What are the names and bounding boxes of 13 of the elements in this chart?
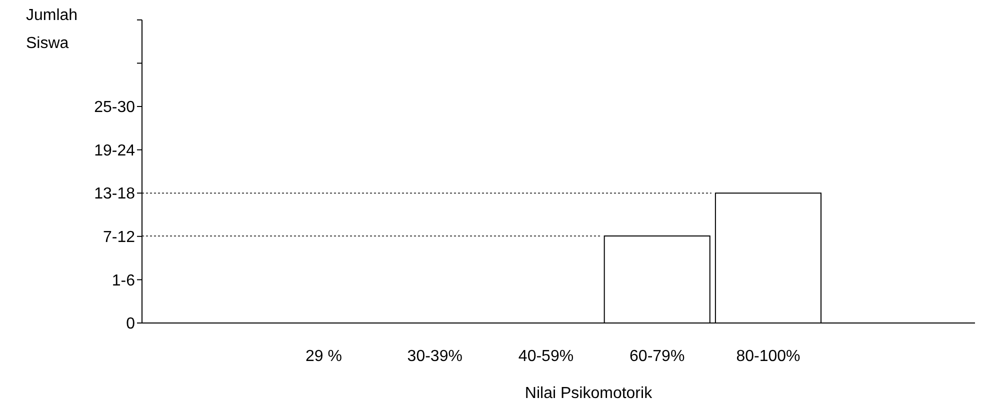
text: Jumlah Siswa	[26, 7, 78, 52]
text: 1-6	[112, 272, 136, 290]
text: 25-30	[94, 99, 136, 116]
text: 13-18	[94, 186, 136, 203]
text: 7-12	[102, 229, 136, 246]
x-tick-label: 29 %	[306, 348, 342, 365]
x-tick-label: 80-100%	[736, 348, 800, 365]
x-tick-label: 60-79%	[630, 348, 685, 365]
x-axis-title: Nilai Psikomotorik	[524, 385, 654, 402]
text: 0	[126, 316, 136, 333]
x-tick-label: 30-39%	[407, 348, 462, 365]
text: 19-24	[94, 142, 136, 160]
x-tick-label: 40-59%	[518, 348, 574, 365]
